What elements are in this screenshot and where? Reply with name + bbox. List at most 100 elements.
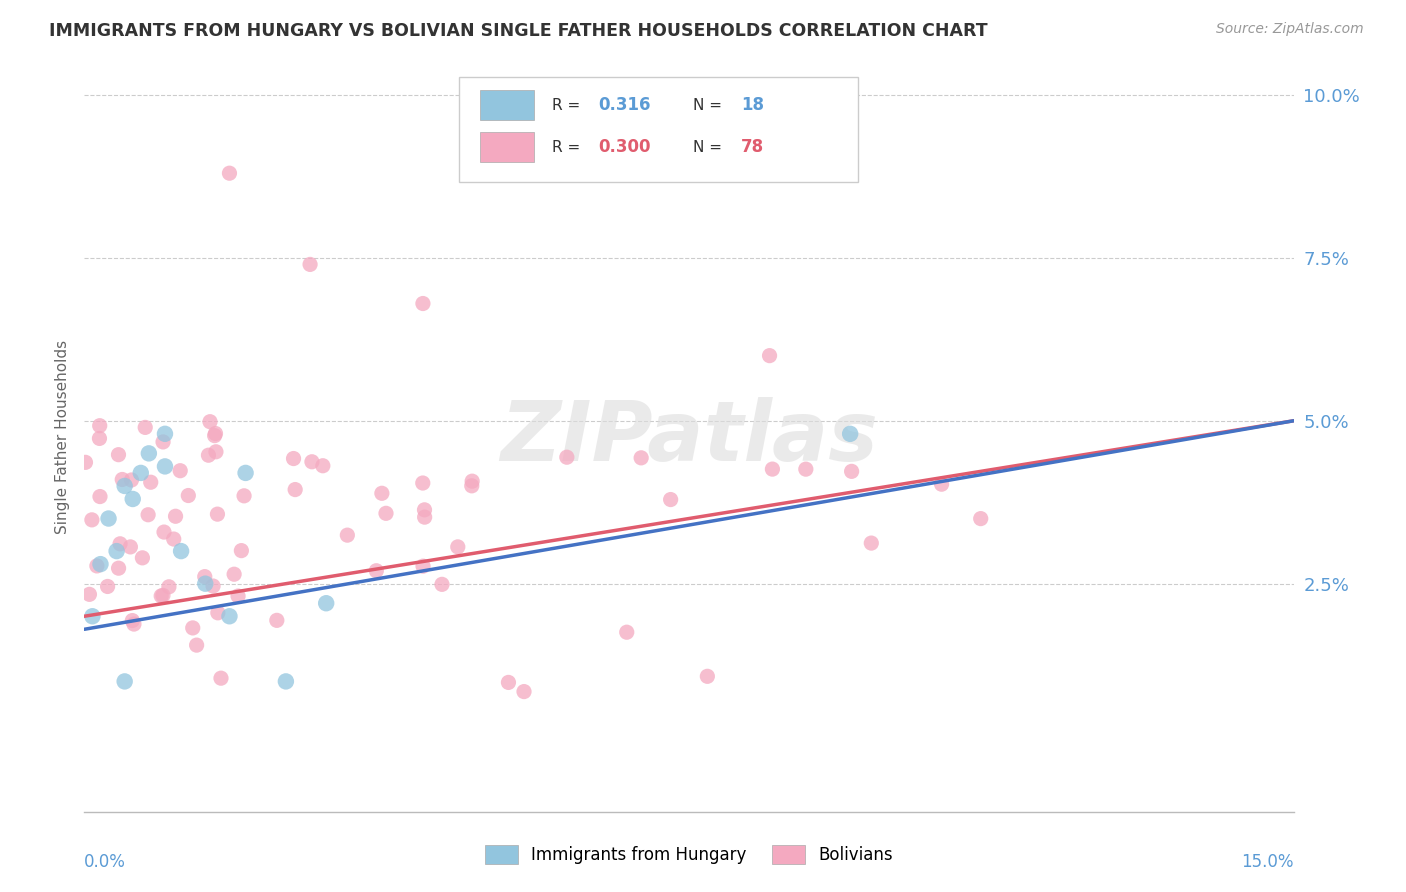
Y-axis label: Single Father Households: Single Father Households bbox=[55, 340, 70, 534]
Point bbox=[301, 455, 323, 469]
Point bbox=[120, 540, 142, 554]
Point bbox=[413, 503, 436, 517]
FancyBboxPatch shape bbox=[479, 132, 534, 162]
Point bbox=[181, 621, 204, 635]
Text: 0.0%: 0.0% bbox=[84, 853, 127, 871]
Point bbox=[413, 510, 436, 524]
Point bbox=[79, 587, 101, 601]
FancyBboxPatch shape bbox=[460, 78, 858, 182]
Legend: Immigrants from Hungary, Bolivians: Immigrants from Hungary, Bolivians bbox=[478, 838, 900, 871]
Point bbox=[139, 475, 162, 490]
Point bbox=[134, 420, 156, 434]
Point bbox=[80, 513, 103, 527]
Point bbox=[616, 625, 638, 640]
Text: IMMIGRANTS FROM HUNGARY VS BOLIVIAN SINGLE FATHER HOUSEHOLDS CORRELATION CHART: IMMIGRANTS FROM HUNGARY VS BOLIVIAN SING… bbox=[49, 22, 988, 40]
Text: N =: N = bbox=[693, 97, 727, 112]
Point bbox=[430, 577, 453, 591]
Point bbox=[284, 483, 307, 497]
Point bbox=[198, 415, 221, 429]
Point bbox=[194, 569, 217, 583]
Point bbox=[461, 474, 484, 488]
Point bbox=[107, 561, 129, 575]
Point bbox=[794, 462, 817, 476]
Point bbox=[89, 418, 111, 433]
Point bbox=[114, 479, 136, 493]
Point bbox=[121, 614, 143, 628]
Text: Source: ZipAtlas.com: Source: ZipAtlas.com bbox=[1216, 22, 1364, 37]
Point bbox=[152, 434, 174, 449]
Point bbox=[366, 564, 388, 578]
Point bbox=[163, 532, 186, 546]
Point bbox=[186, 638, 208, 652]
Point bbox=[274, 674, 297, 689]
Point bbox=[412, 559, 434, 574]
Point bbox=[266, 613, 288, 627]
Point bbox=[207, 606, 229, 620]
Point bbox=[860, 536, 883, 550]
Point bbox=[207, 507, 229, 521]
Point bbox=[513, 684, 536, 698]
Point bbox=[412, 296, 434, 310]
Point bbox=[129, 466, 152, 480]
Point bbox=[122, 617, 145, 632]
Text: 15.0%: 15.0% bbox=[1241, 853, 1294, 871]
Point bbox=[218, 609, 240, 624]
Point bbox=[315, 596, 337, 610]
Point bbox=[107, 448, 129, 462]
Point bbox=[231, 543, 253, 558]
Point bbox=[86, 558, 108, 573]
Point bbox=[121, 473, 143, 487]
Point bbox=[336, 528, 359, 542]
Point bbox=[197, 448, 219, 462]
FancyBboxPatch shape bbox=[479, 90, 534, 120]
Point bbox=[447, 540, 470, 554]
Point bbox=[202, 579, 225, 593]
Point bbox=[204, 428, 226, 442]
Point bbox=[931, 477, 953, 491]
Point bbox=[89, 557, 111, 571]
Point bbox=[114, 674, 136, 689]
Point bbox=[152, 589, 174, 603]
Text: R =: R = bbox=[553, 97, 585, 112]
Point bbox=[153, 525, 176, 540]
Point bbox=[555, 450, 578, 465]
Point bbox=[839, 426, 862, 441]
Point bbox=[170, 544, 193, 558]
Text: 0.300: 0.300 bbox=[599, 138, 651, 156]
Point bbox=[226, 589, 249, 603]
Point bbox=[758, 349, 780, 363]
Point bbox=[659, 492, 682, 507]
Text: 18: 18 bbox=[741, 96, 763, 114]
Point bbox=[630, 450, 652, 465]
Point bbox=[283, 451, 305, 466]
Point bbox=[153, 426, 176, 441]
Point bbox=[412, 476, 434, 491]
Point bbox=[89, 490, 111, 504]
Point bbox=[761, 462, 783, 476]
Point bbox=[136, 508, 159, 522]
Point bbox=[177, 489, 200, 503]
Text: 0.316: 0.316 bbox=[599, 96, 651, 114]
Point bbox=[169, 464, 191, 478]
Point bbox=[157, 580, 180, 594]
Point bbox=[375, 506, 398, 520]
Point bbox=[108, 537, 131, 551]
Point bbox=[299, 257, 322, 271]
Point bbox=[82, 609, 104, 624]
Point bbox=[235, 466, 257, 480]
Point bbox=[312, 458, 335, 473]
Point bbox=[97, 579, 120, 593]
Point bbox=[696, 669, 718, 683]
Point bbox=[498, 675, 520, 690]
Point bbox=[165, 509, 187, 524]
Point bbox=[209, 671, 232, 685]
Point bbox=[97, 511, 120, 525]
Point bbox=[194, 576, 217, 591]
Point bbox=[75, 455, 97, 469]
Point bbox=[105, 544, 128, 558]
Point bbox=[970, 511, 993, 525]
Point bbox=[150, 589, 173, 603]
Point bbox=[371, 486, 394, 500]
Point bbox=[841, 464, 863, 478]
Text: N =: N = bbox=[693, 140, 727, 154]
